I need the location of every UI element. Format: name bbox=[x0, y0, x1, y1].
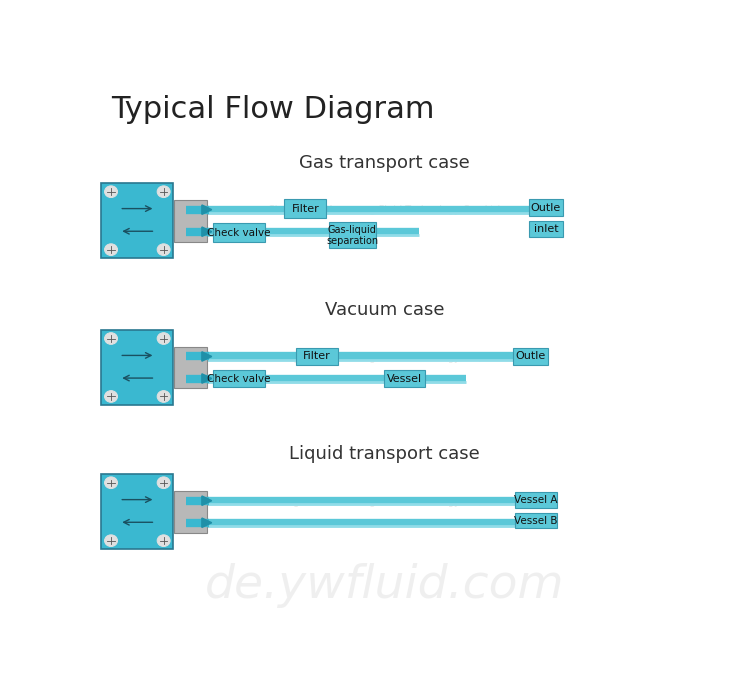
Text: Vessel: Vessel bbox=[387, 373, 422, 383]
FancyBboxPatch shape bbox=[213, 370, 266, 387]
Circle shape bbox=[158, 333, 170, 345]
Text: Outle: Outle bbox=[531, 202, 561, 212]
Text: Changzhou Yuanwang Fluid Technology Co., Ltd: Changzhou Yuanwang Fluid Technology Co.,… bbox=[268, 496, 500, 507]
Text: Vessel B: Vessel B bbox=[514, 516, 557, 526]
Polygon shape bbox=[202, 496, 211, 505]
FancyBboxPatch shape bbox=[174, 491, 207, 533]
Text: Filter: Filter bbox=[303, 351, 331, 362]
FancyBboxPatch shape bbox=[514, 492, 557, 507]
Circle shape bbox=[104, 535, 118, 547]
Text: inlet: inlet bbox=[534, 224, 558, 234]
Circle shape bbox=[158, 186, 170, 197]
Text: Outle: Outle bbox=[516, 351, 546, 362]
Polygon shape bbox=[202, 374, 211, 383]
Circle shape bbox=[158, 535, 170, 547]
Text: Gas-liquid
separation: Gas-liquid separation bbox=[326, 225, 379, 246]
Text: Vacuum case: Vacuum case bbox=[325, 301, 444, 319]
Circle shape bbox=[104, 244, 118, 255]
Text: Liquid transport case: Liquid transport case bbox=[289, 445, 480, 463]
Circle shape bbox=[104, 333, 118, 345]
FancyBboxPatch shape bbox=[174, 200, 207, 242]
Text: Typical Flow Diagram: Typical Flow Diagram bbox=[111, 95, 435, 124]
FancyBboxPatch shape bbox=[101, 183, 173, 258]
FancyBboxPatch shape bbox=[328, 222, 376, 249]
FancyBboxPatch shape bbox=[514, 513, 557, 528]
Text: Changzhou Yuanwang Fluid Technology Co., Ltd: Changzhou Yuanwang Fluid Technology Co.,… bbox=[268, 353, 500, 362]
Text: Vessel A: Vessel A bbox=[514, 494, 557, 505]
Circle shape bbox=[104, 477, 118, 488]
Circle shape bbox=[104, 391, 118, 402]
Circle shape bbox=[158, 391, 170, 402]
Text: Check valve: Check valve bbox=[207, 227, 271, 238]
FancyBboxPatch shape bbox=[101, 330, 173, 405]
FancyBboxPatch shape bbox=[284, 199, 326, 218]
Text: Filter: Filter bbox=[292, 204, 320, 214]
Polygon shape bbox=[202, 352, 211, 361]
Circle shape bbox=[158, 477, 170, 488]
Polygon shape bbox=[202, 227, 211, 236]
Text: Gas transport case: Gas transport case bbox=[299, 154, 470, 172]
FancyBboxPatch shape bbox=[174, 347, 207, 388]
Text: Check valve: Check valve bbox=[207, 373, 271, 383]
FancyBboxPatch shape bbox=[529, 199, 563, 216]
FancyBboxPatch shape bbox=[529, 221, 563, 238]
Circle shape bbox=[158, 244, 170, 255]
Polygon shape bbox=[202, 518, 211, 527]
Circle shape bbox=[104, 186, 118, 197]
FancyBboxPatch shape bbox=[213, 223, 266, 242]
FancyBboxPatch shape bbox=[101, 474, 173, 550]
FancyBboxPatch shape bbox=[384, 370, 425, 387]
Text: Changzhou Yuanwang Fluid Technology Co., Ltd: Changzhou Yuanwang Fluid Technology Co.,… bbox=[268, 205, 500, 215]
Polygon shape bbox=[202, 205, 211, 215]
Text: de.ywfluid.com: de.ywfluid.com bbox=[205, 563, 564, 607]
FancyBboxPatch shape bbox=[514, 348, 548, 365]
FancyBboxPatch shape bbox=[296, 348, 338, 365]
